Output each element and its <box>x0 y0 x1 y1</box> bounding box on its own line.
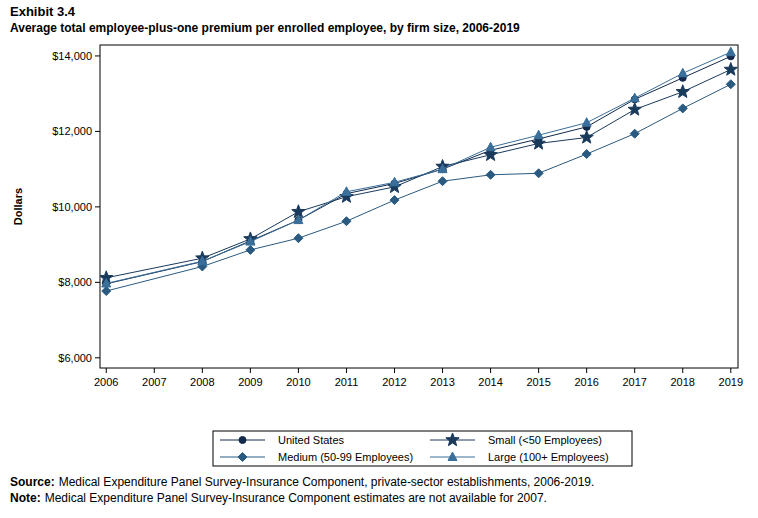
data-point <box>438 177 447 186</box>
data-point <box>438 164 447 173</box>
x-tick-label: 2006 <box>94 376 118 388</box>
y-tick-label: $14,000 <box>52 50 92 62</box>
data-point <box>534 169 543 178</box>
data-point <box>628 103 641 116</box>
data-point <box>390 177 399 186</box>
data-point <box>580 130 593 143</box>
background <box>0 0 758 518</box>
subtitle: Average total employee-plus-one premium … <box>10 21 520 35</box>
source: Source: Medical Expenditure Panel Survey-… <box>10 475 594 489</box>
data-point <box>342 217 351 226</box>
data-point <box>726 47 735 56</box>
x-tick <box>538 368 539 373</box>
x-tick-label: 2019 <box>719 376 743 388</box>
data-point <box>582 118 591 127</box>
chart: Exhibit 3.4 Average total employee-plus-o… <box>0 0 758 518</box>
data-point <box>678 68 687 77</box>
legend-marker <box>448 452 457 461</box>
note: Note: Medical Expenditure Panel Survey-In… <box>10 491 547 505</box>
series-line <box>106 56 731 284</box>
data-point <box>294 215 303 224</box>
source-text: Medical Expenditure Panel Survey-Insuran… <box>59 475 595 489</box>
y-tick-label: $10,000 <box>52 201 92 213</box>
x-tick <box>634 368 635 373</box>
data-point <box>486 170 495 179</box>
y-tick-label: $12,000 <box>52 125 92 137</box>
y-tick <box>95 282 100 283</box>
x-tick <box>106 368 107 373</box>
series-line <box>106 84 731 291</box>
legend-marker <box>239 437 246 444</box>
title: Exhibit 3.4 <box>10 4 76 19</box>
x-tick-label: 2010 <box>286 376 310 388</box>
y-tick <box>95 131 100 132</box>
x-tick <box>586 368 587 373</box>
y-tick <box>95 55 100 56</box>
x-tick-label: 2017 <box>622 376 646 388</box>
x-tick <box>730 368 731 373</box>
data-point <box>678 104 687 113</box>
x-tick-label: 2018 <box>671 376 695 388</box>
y-tick-label: $6,000 <box>58 352 92 364</box>
data-point <box>244 232 257 245</box>
legend-label: Medium (50-99 Employees) <box>278 451 413 463</box>
series-line <box>106 70 731 278</box>
plot-area <box>100 47 737 295</box>
x-tick <box>490 368 491 373</box>
data-point <box>630 129 639 138</box>
x-tick-label: 2008 <box>190 376 214 388</box>
data-point <box>676 85 689 98</box>
data-point <box>198 256 207 265</box>
data-point <box>102 287 111 296</box>
legend: United States Small (<50 Employees) Medium… <box>213 431 632 466</box>
y-tick-label: $8,000 <box>58 276 92 288</box>
x-tick <box>298 368 299 373</box>
note-label: Note: <box>10 491 41 505</box>
plot-frame <box>100 45 738 368</box>
note-text: Medical Expenditure Panel Survey-Insuran… <box>45 491 547 505</box>
data-point <box>246 245 255 254</box>
x-tick <box>346 368 347 373</box>
legend-label: Small (<50 Employees) <box>488 434 602 446</box>
y-tick <box>95 206 100 207</box>
data-point <box>582 150 591 159</box>
x-tick-label: 2007 <box>142 376 166 388</box>
x-tick <box>682 368 683 373</box>
legend-label: United States <box>278 434 345 446</box>
y-tick <box>95 357 100 358</box>
x-tick-label: 2015 <box>526 376 550 388</box>
data-point <box>102 278 111 287</box>
x-tick-label: 2009 <box>238 376 262 388</box>
x-tick-label: 2016 <box>574 376 598 388</box>
data-point <box>486 142 495 151</box>
y-axis-label: Dollars <box>12 188 24 225</box>
data-point <box>724 63 737 76</box>
legend-label: Large (100+ Employees) <box>488 451 609 463</box>
source-label: Source: <box>10 475 55 489</box>
data-point <box>246 237 255 246</box>
x-tick-label: 2014 <box>478 376 502 388</box>
x-tick <box>394 368 395 373</box>
legend-marker <box>446 433 459 446</box>
x-tick <box>154 368 155 373</box>
x-tick <box>250 368 251 373</box>
legend-marker <box>238 453 247 462</box>
data-point <box>726 80 735 89</box>
series-line <box>106 52 731 283</box>
data-point <box>630 93 639 102</box>
data-point <box>294 234 303 243</box>
data-point <box>342 187 351 196</box>
data-point <box>534 130 543 139</box>
x-tick-label: 2012 <box>382 376 406 388</box>
x-tick <box>442 368 443 373</box>
legend-box <box>213 431 632 466</box>
data-point <box>390 196 399 205</box>
x-tick-label: 2013 <box>430 376 454 388</box>
x-tick <box>202 368 203 373</box>
x-tick-label: 2011 <box>335 376 359 388</box>
